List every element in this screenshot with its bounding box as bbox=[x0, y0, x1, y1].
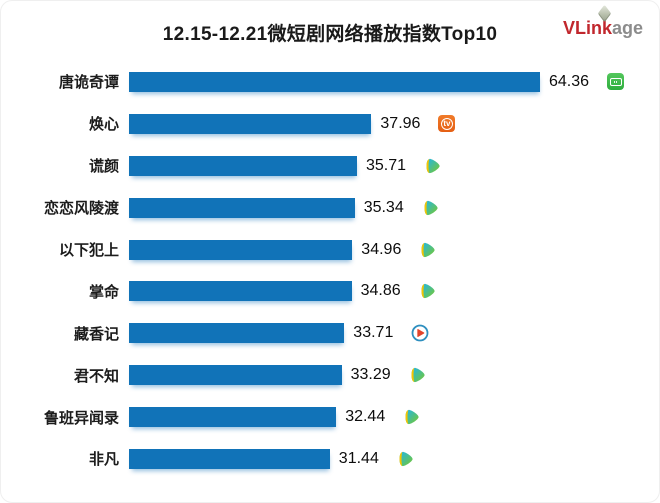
tencent-video-icon bbox=[426, 158, 440, 173]
row-bar bbox=[129, 365, 342, 386]
row-value: 34.86 bbox=[360, 282, 401, 300]
tencent-video-icon-slot bbox=[409, 366, 427, 384]
row-bar bbox=[129, 71, 540, 92]
row-bar bbox=[129, 197, 355, 218]
chart-row: 掌命 34.86 bbox=[1, 270, 659, 312]
chart-row: 唐诡奇谭 64.36 bbox=[1, 61, 659, 103]
row-label: 谎颜 bbox=[88, 158, 119, 176]
row-value: 35.34 bbox=[363, 198, 404, 216]
row-label: 鲁班异闻录 bbox=[43, 409, 119, 427]
red-play-circle-icon-slot bbox=[411, 324, 429, 342]
row-bar bbox=[129, 407, 337, 428]
tencent-video-icon-slot bbox=[397, 450, 415, 468]
vlinkage-logo: VLinkage bbox=[562, 4, 643, 39]
tencent-video-icon bbox=[421, 284, 435, 299]
chart-row: 君不知 33.29 bbox=[1, 354, 659, 396]
tencent-video-icon bbox=[421, 242, 435, 257]
chart-header: 12.15-12.21微短剧网络播放指数Top10 VLinkage bbox=[1, 1, 659, 59]
tencent-video-icon bbox=[411, 368, 425, 383]
row-bar bbox=[129, 239, 353, 260]
tencent-video-icon-slot bbox=[403, 408, 421, 426]
tencent-video-icon-slot bbox=[424, 157, 442, 175]
tencent-video-icon-slot bbox=[419, 241, 437, 259]
tencent-video-icon bbox=[424, 200, 438, 215]
logo-text-primary: VLink bbox=[562, 18, 612, 38]
row-value: 32.44 bbox=[345, 408, 386, 426]
logo-text-secondary: age bbox=[611, 18, 643, 38]
tencent-video-icon bbox=[405, 409, 419, 425]
row-bar bbox=[129, 281, 352, 302]
row-label: 以下犯上 bbox=[58, 242, 119, 259]
row-value: 31.44 bbox=[338, 449, 379, 467]
chart-title: 12.15-12.21微短剧网络播放指数Top10 bbox=[162, 24, 498, 45]
chart-row: 藏香记 33.71 bbox=[1, 312, 659, 354]
mango-tv-icon: tv bbox=[438, 115, 456, 133]
tencent-video-icon bbox=[399, 451, 413, 467]
row-value: 64.36 bbox=[549, 72, 590, 90]
row-bar bbox=[129, 448, 330, 469]
row-bar bbox=[129, 155, 357, 176]
row-bar bbox=[129, 113, 372, 134]
chart-row: 以下犯上 34.96 bbox=[1, 229, 659, 271]
tencent-video-icon-slot bbox=[422, 199, 440, 217]
chart-row: 恋恋风陵渡 35.34 bbox=[1, 187, 659, 229]
row-value: 35.71 bbox=[366, 156, 407, 174]
row-label: 掌命 bbox=[88, 283, 119, 301]
circle-play-icon bbox=[411, 324, 429, 342]
row-value: 33.71 bbox=[353, 324, 394, 342]
row-bar bbox=[129, 323, 345, 344]
row-value: 37.96 bbox=[380, 114, 421, 132]
chart-row: 鲁班异闻录 32.44 bbox=[1, 396, 659, 438]
green-app-icon bbox=[607, 73, 625, 91]
row-label: 焕心 bbox=[88, 116, 119, 134]
row-value: 34.96 bbox=[361, 240, 402, 258]
chart-row: 焕心 37.96 tv bbox=[1, 103, 659, 145]
row-label: 藏香记 bbox=[73, 325, 119, 343]
row-value: 33.29 bbox=[350, 366, 391, 384]
green-app-icon-slot bbox=[607, 73, 625, 91]
chart-row: 非凡 31.44 bbox=[1, 438, 659, 480]
row-label: 恋恋风陵渡 bbox=[43, 200, 119, 218]
mango-tv-icon-slot: tv bbox=[438, 115, 456, 133]
bar-chart: 唐诡奇谭 64.36 焕心 37.96 tv 谎颜 35.71 恋恋风陵渡 35… bbox=[1, 59, 659, 480]
row-label: 非凡 bbox=[88, 451, 119, 469]
row-label: 君不知 bbox=[73, 367, 119, 385]
tencent-video-icon-slot bbox=[419, 282, 437, 300]
row-label: 唐诡奇谭 bbox=[58, 74, 119, 92]
chart-row: 谎颜 35.71 bbox=[1, 145, 659, 187]
